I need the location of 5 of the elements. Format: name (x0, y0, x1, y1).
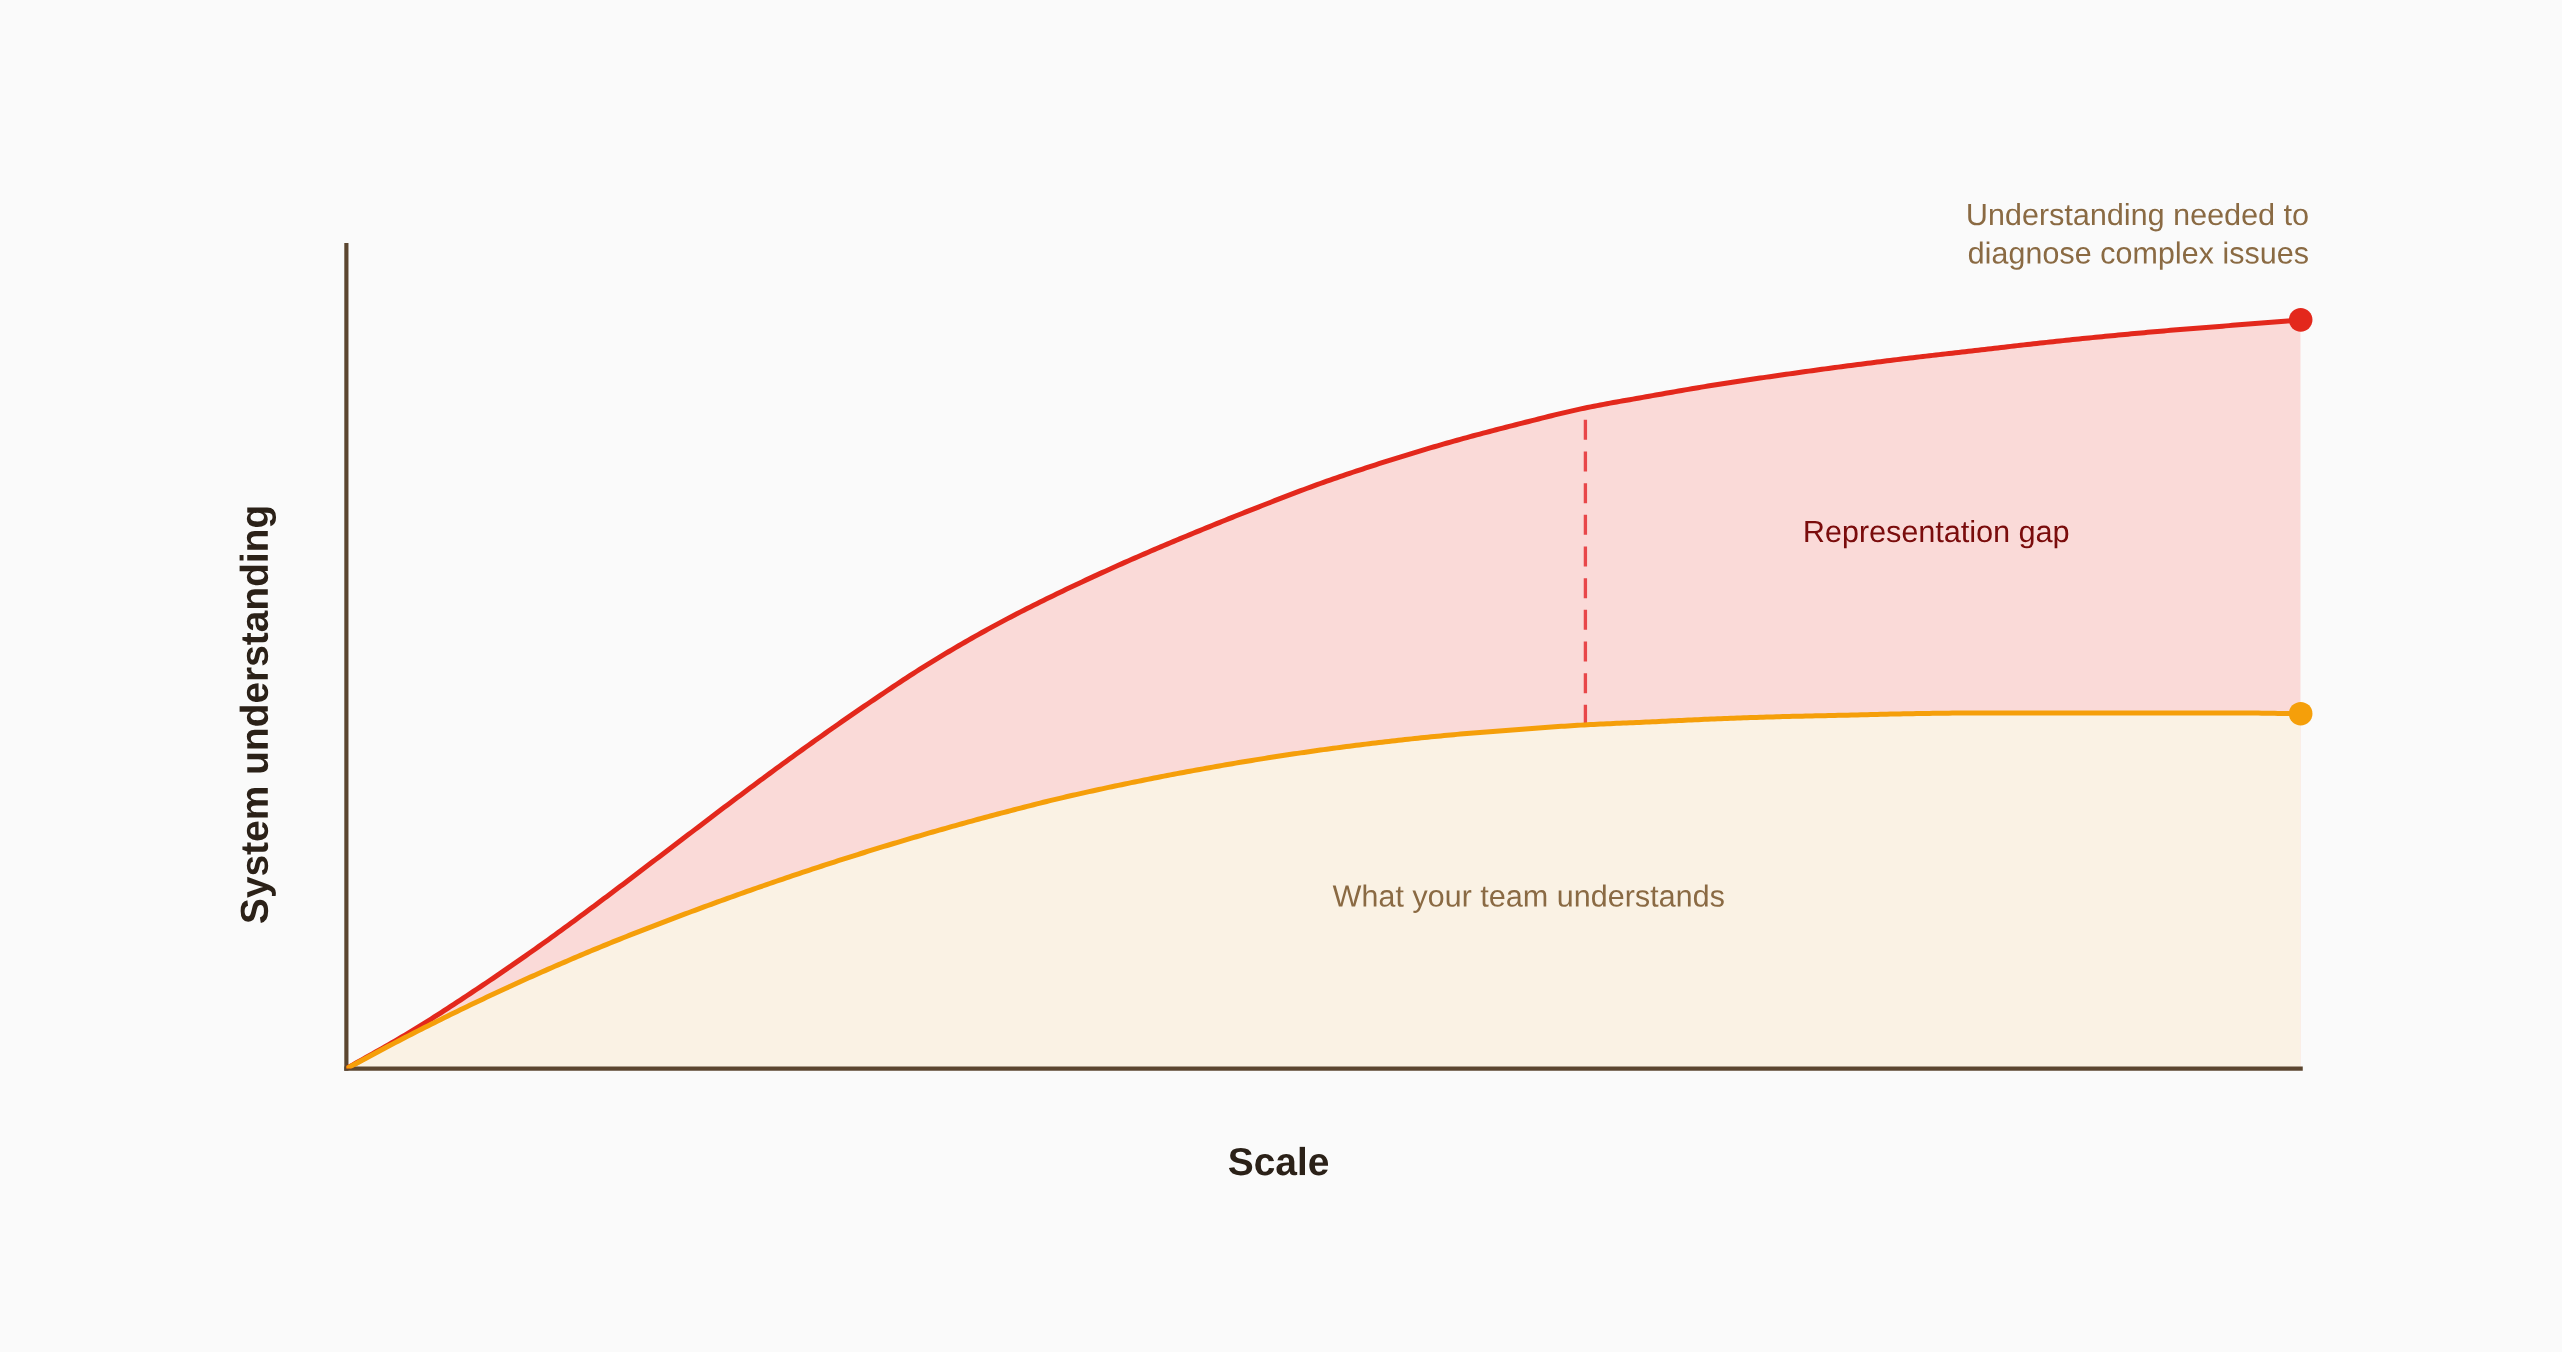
y-axis-title: System understanding (239, 507, 277, 923)
series-label: What your team understands (1332, 884, 1724, 913)
annotation: Representation gap (1805, 519, 2069, 549)
series-label: Understanding needed to diagnose complex issues (1968, 202, 2308, 270)
x-axis-title: Scale (1228, 1146, 1329, 1176)
